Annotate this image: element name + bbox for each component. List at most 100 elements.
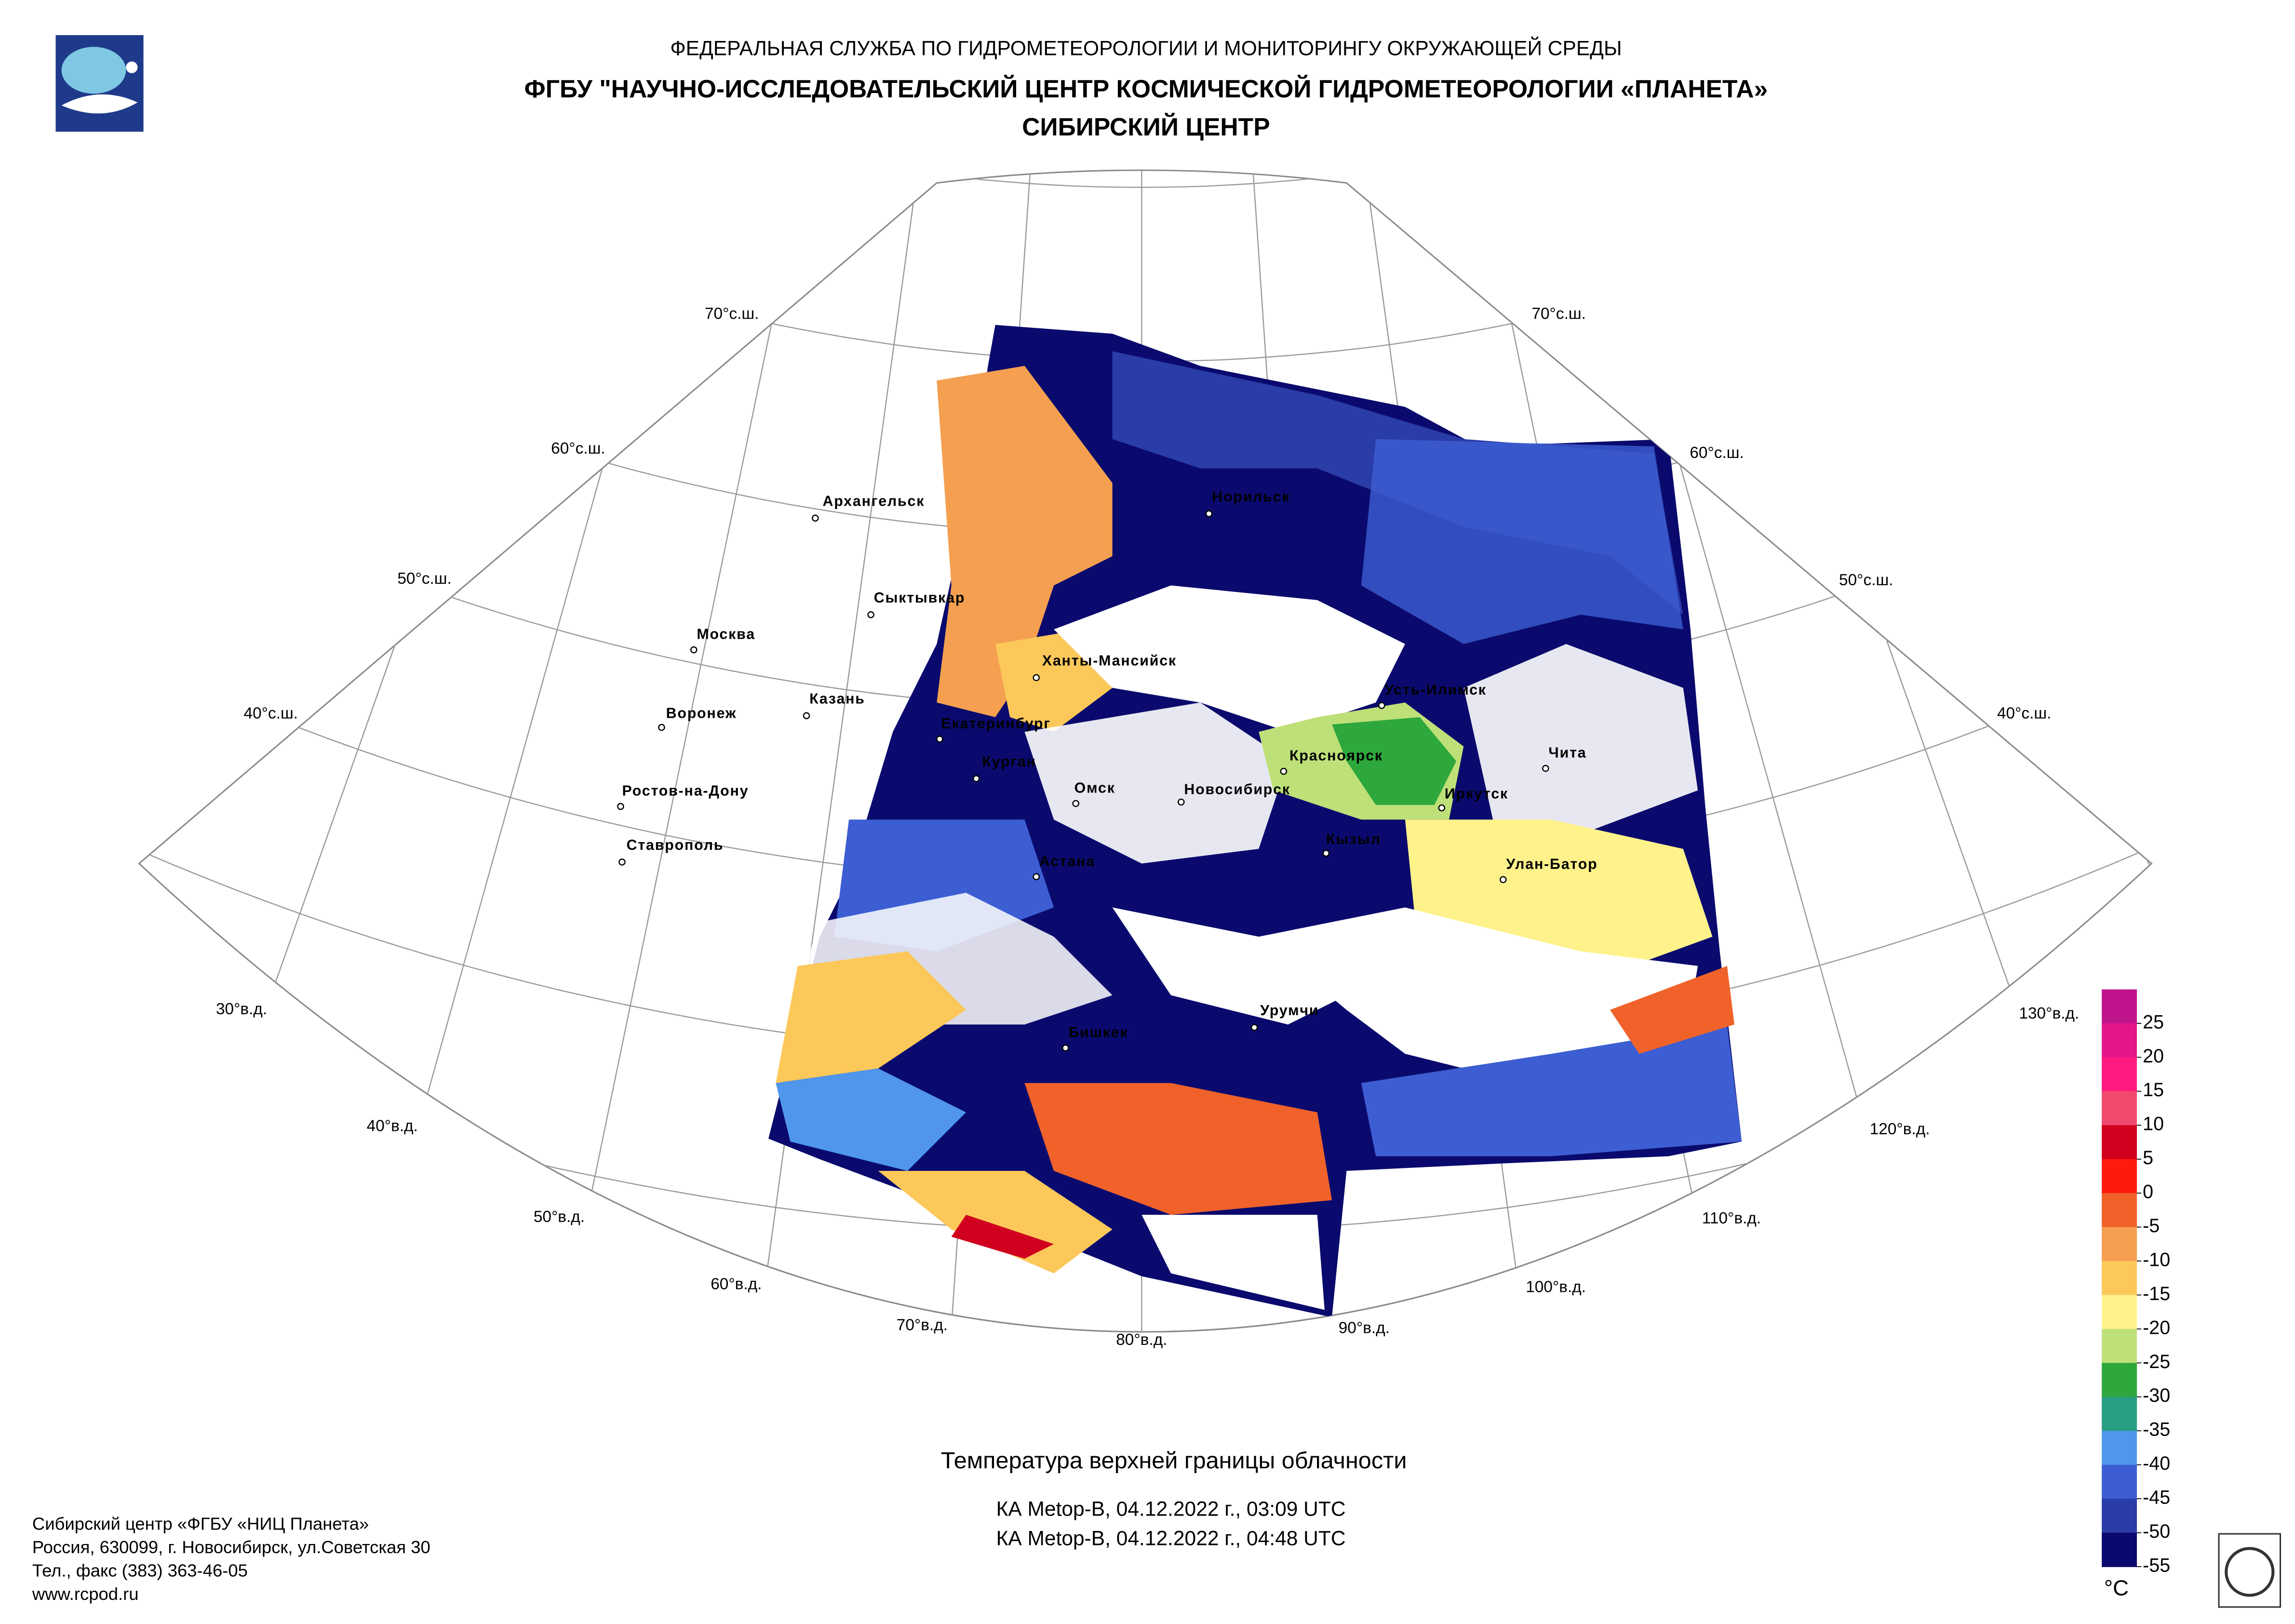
city-dot xyxy=(1378,702,1385,709)
city-dot xyxy=(1072,800,1080,807)
footer-line: Сибирский центр «ФГБУ «НИЦ Планета» xyxy=(32,1514,369,1533)
city-label: Екатеринбург xyxy=(941,716,1051,732)
legend-swatch xyxy=(2102,1227,2137,1262)
legend-swatch xyxy=(2102,1363,2137,1397)
legend-tick-label: 0 xyxy=(2143,1181,2153,1203)
legend-tick-label: -50 xyxy=(2143,1521,2170,1542)
city-label: Москва xyxy=(697,627,755,643)
city-label: Курган xyxy=(982,754,1036,770)
city-dot xyxy=(690,646,698,654)
city-dot xyxy=(1542,765,1549,772)
legend-swatch xyxy=(2102,1295,2137,1329)
caption-title: Температура верхней границы облачности xyxy=(941,1448,1407,1474)
city-dot xyxy=(1205,510,1213,518)
legend-tick-label: -15 xyxy=(2143,1283,2170,1304)
legend-tick-label: 15 xyxy=(2143,1079,2164,1101)
lat-label: 70°с.ш. xyxy=(705,305,759,323)
legend-swatch xyxy=(2102,1193,2137,1228)
city-dot xyxy=(1250,1024,1258,1031)
legend-tick-label: -5 xyxy=(2143,1215,2160,1236)
city-label: Кызыл xyxy=(1326,832,1381,847)
lon-label: 130°в.д. xyxy=(2019,1005,2079,1022)
legend-swatch xyxy=(2102,1532,2137,1567)
city-label: Сыктывкар xyxy=(874,590,966,606)
city-label: Иркутск xyxy=(1445,786,1508,802)
legend-swatch xyxy=(2102,1125,2137,1160)
city-dot xyxy=(1322,849,1330,857)
center: СИБИРСКИЙ ЦЕНТР xyxy=(1022,113,1270,141)
city-label: Ставрополь xyxy=(627,837,724,853)
legend-tick-label: -35 xyxy=(2143,1419,2170,1440)
legend-swatch xyxy=(2102,1396,2137,1432)
agency: ФЕДЕРАЛЬНАЯ СЛУЖБА ПО ГИДРОМЕТЕОРОЛОГИИ … xyxy=(670,36,1622,60)
lon-label: 120°в.д. xyxy=(1870,1120,1930,1138)
city-dot xyxy=(1500,876,1507,884)
city-label: Казань xyxy=(809,691,865,707)
lat-label: 40°с.ш. xyxy=(244,704,298,722)
legend-unit: °C xyxy=(2104,1575,2129,1600)
lon-label: 100°в.д. xyxy=(1526,1278,1586,1296)
lon-label: 50°в.д. xyxy=(534,1208,585,1226)
city-label: Ростов-на-Дону xyxy=(622,783,749,799)
legend: 25 20 15 10 5 0 -5 -10 -15 -20 -25 -30 -35 -40 -45 -50 -… xyxy=(2102,989,2170,1576)
legend-swatch xyxy=(2102,989,2137,1024)
legend-swatch xyxy=(2102,1261,2137,1296)
lat-label: 60°с.ш. xyxy=(1690,444,1744,462)
legend-tick-label: -30 xyxy=(2143,1385,2170,1406)
lon-label: 70°в.д. xyxy=(897,1316,948,1334)
legend-swatch xyxy=(2102,1091,2137,1126)
legend-tick-label: -40 xyxy=(2143,1453,2170,1474)
lon-label: 60°в.д. xyxy=(711,1275,762,1293)
legend-tick-label: 20 xyxy=(2143,1046,2164,1067)
footer-line: Россия, 630099, г. Новосибирск, ул.Совет… xyxy=(32,1537,430,1557)
city-label: Улан-Батор xyxy=(1506,856,1597,872)
city-dot xyxy=(1280,767,1288,775)
caption-pass: КА Metop-B, 04.12.2022 г., 03:09 UTC xyxy=(996,1498,1346,1521)
city-label: Архангельск xyxy=(822,493,925,509)
city-dot xyxy=(972,775,980,782)
lat-label: 50°с.ш. xyxy=(397,570,451,588)
legend-tick-label: -45 xyxy=(2143,1487,2170,1508)
lon-label: 30°в.д. xyxy=(216,1000,267,1018)
legend-tick-label: 5 xyxy=(2143,1147,2153,1168)
footer-line: www.rcpod.ru xyxy=(32,1584,139,1604)
city-label: Омск xyxy=(1074,780,1115,796)
iso-logo xyxy=(2218,1533,2282,1608)
city-dot xyxy=(1062,1044,1069,1052)
city-dot xyxy=(867,611,874,618)
legend-swatch xyxy=(2102,1159,2137,1194)
city-dot xyxy=(803,712,810,720)
legend-swatch xyxy=(2102,1431,2137,1465)
city-dot xyxy=(936,736,943,743)
legend-tick-label: 10 xyxy=(2143,1114,2164,1135)
lon-label: 110°в.д. xyxy=(1702,1209,1761,1227)
caption-pass: КА Metop-B, 04.12.2022 г., 04:48 UTC xyxy=(996,1527,1346,1550)
city-label: Астана xyxy=(1039,853,1095,869)
lat-label: 70°с.ш. xyxy=(1531,305,1585,323)
legend-swatch xyxy=(2102,1464,2137,1500)
city-label: Бишкек xyxy=(1069,1025,1128,1041)
legend-tick-label: -55 xyxy=(2143,1555,2170,1576)
lat-label: 60°с.ш. xyxy=(551,440,605,457)
city-dot xyxy=(1178,798,1185,806)
map-labels: 70°с.ш. 70°с.ш. 60°с.ш. 60°с.ш. 50°с.ш. 50°с.… xyxy=(216,305,2079,1349)
organization: ФГБУ "НАУЧНО-ИССЛЕДОВАТЕЛЬСКИЙ ЦЕНТР КОС… xyxy=(524,75,1768,103)
city-label: Красноярск xyxy=(1289,748,1383,764)
footer-line: Тел., факс (383) 363-46-05 xyxy=(32,1561,248,1581)
city-dot xyxy=(1033,674,1040,682)
city-label: Урумчи xyxy=(1260,1003,1319,1019)
parallel xyxy=(286,170,1998,188)
city-dot xyxy=(811,514,819,522)
legend-swatch xyxy=(2102,1023,2137,1058)
satellite-imagery xyxy=(768,325,1742,1317)
lon-label: 80°в.д. xyxy=(1116,1331,1167,1349)
city-label: Чита xyxy=(1548,745,1586,761)
city-label: Ханты-Мансийск xyxy=(1042,653,1177,669)
city-dot xyxy=(618,859,626,866)
lat-label: 40°с.ш. xyxy=(1997,704,2051,722)
legend-tick-label: -25 xyxy=(2143,1351,2170,1372)
city-label: Усть-Илимск xyxy=(1384,682,1486,698)
lon-label: 90°в.д. xyxy=(1339,1319,1390,1337)
lon-label: 40°в.д. xyxy=(367,1117,418,1135)
